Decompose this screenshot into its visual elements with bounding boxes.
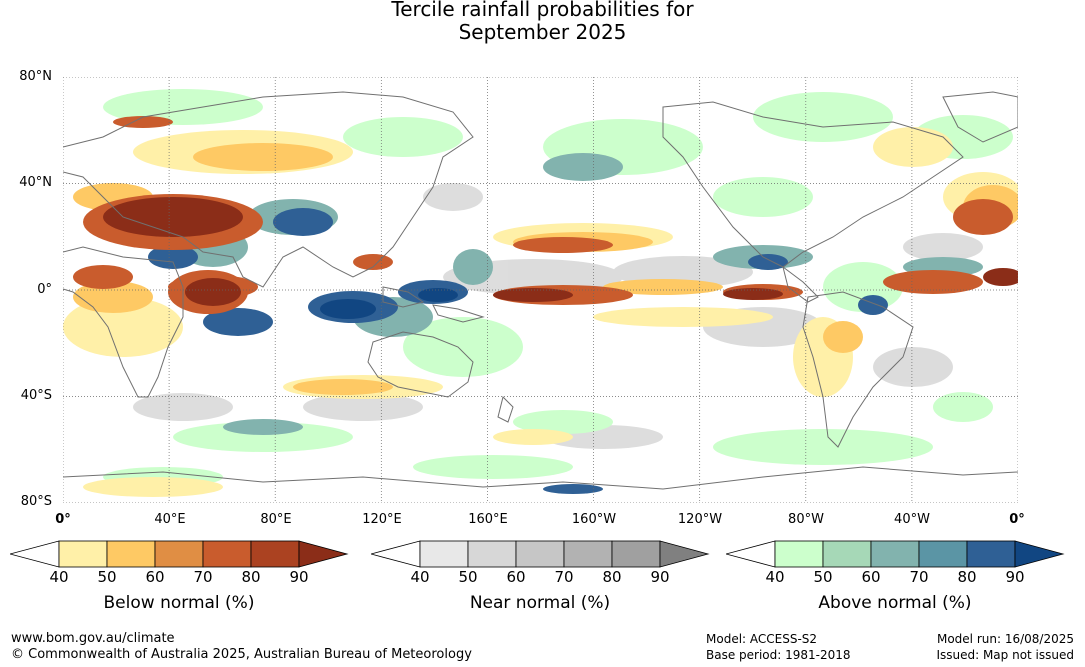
near-tick-80: 80 bbox=[602, 568, 622, 586]
below-tick-90: 90 bbox=[289, 568, 309, 586]
above-normal-swatch-60-70 bbox=[870, 540, 920, 568]
graticule bbox=[63, 77, 1018, 503]
below-tick-60: 60 bbox=[145, 568, 165, 586]
lon-label-0-right: 0° bbox=[1009, 512, 1025, 527]
lon-label-0: 0° bbox=[55, 512, 71, 527]
below-normal-swatch-60-70 bbox=[154, 540, 204, 568]
below-normal-title: Below normal (%) bbox=[103, 593, 255, 613]
near-normal-low-extend bbox=[371, 540, 421, 568]
near-tick-40: 40 bbox=[410, 568, 430, 586]
below-normal-swatch-50-60 bbox=[106, 540, 156, 568]
below-normal-colorbar bbox=[10, 540, 349, 568]
footer-copyright: © Commonwealth of Australia 2025, Austra… bbox=[11, 647, 472, 662]
lat-label-eq: 0° bbox=[37, 282, 52, 297]
below-tick-70: 70 bbox=[193, 568, 213, 586]
near-tick-50: 50 bbox=[458, 568, 478, 586]
near-normal-swatch-80-90 bbox=[611, 540, 661, 568]
below-tick-40: 40 bbox=[49, 568, 69, 586]
near-tick-90: 90 bbox=[650, 568, 670, 586]
above-normal-swatch-80-90 bbox=[966, 540, 1016, 568]
near-normal-title: Near normal (%) bbox=[469, 593, 611, 613]
below-normal-swatch-40-50 bbox=[58, 540, 108, 568]
above-normal-swatch-50-60 bbox=[822, 540, 872, 568]
below-normal-low-extend bbox=[10, 540, 60, 568]
above-normal-swatch-40-50 bbox=[774, 540, 824, 568]
lon-label-40e: 40°E bbox=[154, 512, 186, 527]
near-tick-70: 70 bbox=[554, 568, 574, 586]
lon-label-80w: 80°W bbox=[788, 512, 824, 527]
map-canvas bbox=[63, 77, 1018, 503]
footer-website-link[interactable]: www.bom.gov.au/climate bbox=[11, 631, 175, 646]
lon-label-80e: 80°E bbox=[260, 512, 292, 527]
above-normal-low-extend bbox=[726, 540, 776, 568]
above-normal-colorbar bbox=[726, 540, 1065, 568]
near-normal-high-extend bbox=[659, 540, 710, 568]
footer-model-run: Model run: 16/08/2025 bbox=[936, 632, 1074, 646]
below-normal-regions bbox=[63, 116, 1018, 497]
above-normal-swatch-70-80 bbox=[918, 540, 968, 568]
above-tick-60: 60 bbox=[861, 568, 881, 586]
footer-base-period: Base period: 1981-2018 bbox=[706, 648, 851, 662]
footer-model: Model: ACCESS-S2 bbox=[706, 632, 818, 646]
lon-label-120w: 120°W bbox=[677, 512, 723, 527]
below-normal-swatch-70-80 bbox=[202, 540, 252, 568]
near-normal-swatch-50-60 bbox=[467, 540, 517, 568]
above-tick-70: 70 bbox=[909, 568, 929, 586]
title-line-1: Tercile rainfall probabilities for bbox=[391, 0, 694, 21]
below-normal-high-extend bbox=[298, 540, 349, 568]
above-tick-80: 80 bbox=[957, 568, 977, 586]
lat-label-80s: 80°S bbox=[20, 494, 52, 509]
rainfall-probability-map bbox=[63, 77, 1018, 503]
lat-label-40n: 40°N bbox=[19, 175, 52, 190]
near-normal-swatch-60-70 bbox=[515, 540, 565, 568]
lon-label-160e: 160°E bbox=[468, 512, 508, 527]
above-normal-high-extend bbox=[1014, 540, 1065, 568]
below-normal-swatch-80-90 bbox=[250, 540, 300, 568]
above-tick-40: 40 bbox=[765, 568, 785, 586]
lon-label-160w: 160°W bbox=[571, 512, 617, 527]
near-normal-colorbar bbox=[371, 540, 710, 568]
lat-label-80n: 80°N bbox=[19, 69, 52, 84]
map-title: Tercile rainfall probabilities for Septe… bbox=[0, 0, 1085, 44]
lon-label-40w: 40°W bbox=[894, 512, 930, 527]
coastlines bbox=[63, 91, 1018, 490]
near-normal-swatch-70-80 bbox=[563, 540, 613, 568]
lon-label-120e: 120°E bbox=[362, 512, 402, 527]
above-tick-90: 90 bbox=[1005, 568, 1025, 586]
above-normal-title: Above normal (%) bbox=[818, 593, 972, 613]
footer-issued: Issued: Map not issued bbox=[936, 648, 1074, 662]
near-normal-swatch-40-50 bbox=[419, 540, 469, 568]
above-tick-50: 50 bbox=[813, 568, 833, 586]
lat-label-40s: 40°S bbox=[20, 388, 52, 403]
near-tick-60: 60 bbox=[506, 568, 526, 586]
below-tick-80: 80 bbox=[241, 568, 261, 586]
title-line-2: September 2025 bbox=[458, 20, 627, 44]
below-tick-50: 50 bbox=[97, 568, 117, 586]
